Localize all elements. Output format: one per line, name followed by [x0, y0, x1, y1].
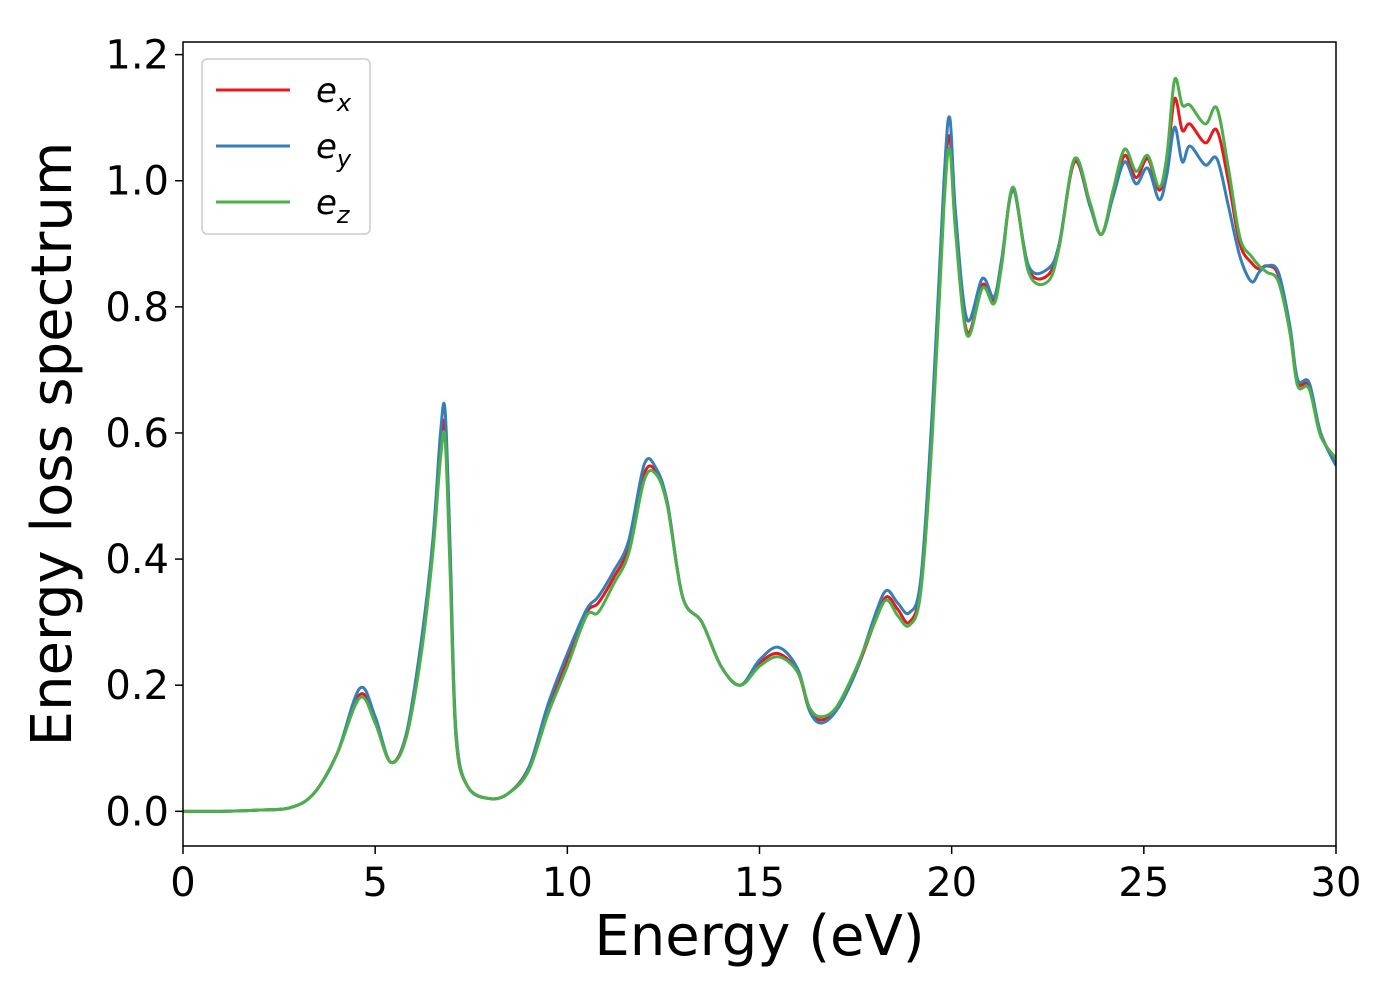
series-line-y — [183, 115, 1336, 813]
series-layer — [183, 76, 1336, 813]
plot-area: 0 5 10 15 20 25 30 0.0 0.2 0.4 0.6 0.8 1.0 1.2 — [105, 33, 1361, 906]
x-axis-ticks: 0 5 10 15 20 25 30 — [170, 846, 1361, 906]
x-tick-label: 0 — [170, 860, 195, 906]
y-axis-title: Energy loss spectrum — [20, 142, 85, 747]
x-tick-label: 5 — [362, 860, 387, 906]
legend-label-y: ey — [316, 127, 352, 173]
legend-label-subscript: y — [336, 145, 352, 173]
y-tick-label: 0.6 — [105, 411, 169, 457]
x-axis-title: Energy (eV) — [594, 904, 924, 969]
legend-label-x: ex — [316, 71, 352, 117]
y-tick-label: 0.2 — [105, 663, 169, 709]
y-tick-label: 1.2 — [105, 33, 169, 79]
y-axis-ticks: 0.0 0.2 0.4 0.6 0.8 1.0 1.2 — [105, 33, 183, 835]
series-line-z — [183, 76, 1336, 813]
legend-label-base: e — [316, 127, 337, 167]
x-tick-label: 15 — [734, 860, 785, 906]
legend-label-subscript: x — [336, 89, 352, 117]
y-tick-label: 1.0 — [105, 159, 169, 205]
legend-label-base: e — [316, 183, 337, 223]
x-tick-label: 10 — [542, 860, 593, 906]
legend-label-base: e — [316, 71, 337, 111]
legend-label-z: ez — [316, 183, 351, 229]
legend-label-subscript: z — [336, 201, 351, 229]
y-tick-label: 0.8 — [105, 285, 169, 331]
y-tick-label: 0.4 — [105, 537, 169, 583]
x-tick-label: 30 — [1311, 860, 1362, 906]
x-tick-label: 25 — [1118, 860, 1169, 906]
x-tick-label: 20 — [926, 860, 977, 906]
y-tick-label: 0.0 — [105, 789, 169, 835]
